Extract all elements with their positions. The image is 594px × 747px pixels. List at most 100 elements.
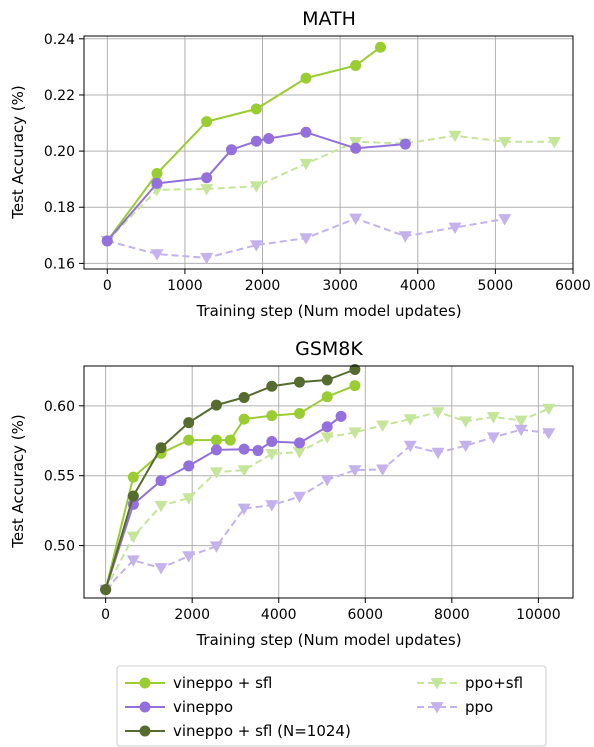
gsm8k-data-point [237, 465, 251, 477]
math-data-point [398, 231, 412, 243]
math-data-point [201, 116, 213, 128]
gsm8k-data-point [266, 435, 278, 447]
gsm8k-data-point [293, 491, 307, 504]
math-x-tick-label: 3000 [322, 278, 358, 294]
math-chart-title: MATH [302, 8, 356, 30]
math-series-group [100, 41, 561, 265]
gsm8k-data-point [349, 380, 361, 392]
gsm8k-data-point [459, 416, 473, 428]
math-x-tick-label: 4000 [400, 278, 436, 294]
math-data-point [498, 136, 512, 149]
math-series-vineppo [101, 126, 411, 247]
gsm8k-data-point [321, 374, 333, 386]
gsm8k-data-point [183, 460, 195, 472]
legend-label: vineppo + sfl [173, 674, 272, 692]
gsm8k-data-point [320, 432, 334, 444]
math-data-point [299, 158, 313, 171]
gsm8k-data-point [183, 417, 195, 429]
math-data-point [249, 240, 263, 252]
gsm8k-data-point [209, 467, 223, 479]
math-data-point [375, 41, 387, 53]
gsm8k-data-point [210, 444, 222, 456]
gsm8k-data-point [265, 449, 279, 461]
legend-marker [430, 702, 444, 714]
legend-entry-vineppo-sfl: vineppo + sfl [125, 674, 272, 692]
legend-marker [430, 678, 444, 690]
gsm8k-data-point [182, 551, 196, 563]
gsm8k-data-point [403, 414, 417, 426]
legend-items: vineppo + sfl vineppo vineppo + sfl (N=102… [125, 674, 523, 740]
gsm8k-data-point [238, 391, 250, 403]
math-y-axis-label: Test Accuracy (%) [9, 85, 27, 220]
math-plot-frame [83, 35, 574, 270]
math-data-point [200, 252, 214, 265]
math-x-tick-label: 1000 [167, 278, 203, 294]
math-y-tick-label: 0.16 [44, 256, 75, 272]
gsm8k-data-point [431, 407, 445, 419]
gsm8k-data-point [486, 432, 500, 444]
gsm8k-data-point [100, 584, 112, 596]
gsm8k-data-point [155, 442, 167, 454]
math-data-point [300, 126, 312, 138]
gsm8k-data-point [209, 541, 223, 553]
math-y-tick-label: 0.18 [44, 200, 75, 216]
gsm8k-data-point [294, 408, 306, 420]
math-data-point [201, 172, 213, 184]
gsm8k-data-point [459, 440, 473, 453]
gsm8k-data-point [126, 531, 140, 544]
math-x-tick-label: 5000 [478, 278, 514, 294]
math-data-point [350, 59, 362, 71]
gsm8k-data-point [293, 447, 307, 459]
gsm8k-data-point [210, 434, 222, 446]
math-ticks: 0 1000 2000 3000 4000 5000 6000 0.16 0.18 0.20 0.2… [44, 32, 591, 294]
legend-label: ppo+sfl [465, 674, 523, 692]
math-x-tick-label: 0 [103, 278, 112, 294]
gsm8k-y-tick-label: 0.50 [44, 539, 75, 555]
gsm8k-y-tick-label: 0.55 [44, 469, 75, 485]
gsm8k-data-point [238, 443, 250, 455]
gsm8k-data-point [542, 403, 556, 416]
legend-entry-ppo-sfl: ppo+sfl [417, 674, 523, 692]
math-data-point [249, 181, 263, 193]
math-data-point [151, 177, 163, 189]
gsm8k-y-axis-label: Test Accuracy (%) [9, 414, 27, 549]
gsm8k-data-point [348, 427, 362, 439]
legend-entry-ppo: ppo [417, 698, 493, 716]
gsm8k-chart-title: GSM8K [295, 338, 363, 360]
gsm8k-data-point [431, 447, 445, 460]
math-data-point [349, 213, 363, 225]
math-data-point [151, 168, 163, 180]
legend-label: vineppo + sfl (N=1024) [173, 722, 351, 740]
gsm8k-data-point [126, 555, 140, 567]
gsm8k-data-point [154, 563, 168, 575]
math-y-tick-label: 0.20 [44, 144, 75, 160]
gsm8k-data-point [348, 465, 362, 477]
math-data-point [448, 222, 462, 234]
gsm8k-series-vineppo-sfl-1024 [100, 363, 361, 596]
math-gridlines [84, 36, 574, 269]
gsm8k-series-group [99, 363, 556, 597]
gsm8k-data-point [376, 464, 390, 476]
gsm8k-x-tick-label: 4000 [261, 607, 297, 623]
gsm8k-x-tick-label: 0 [101, 607, 110, 623]
gsm8k-x-tick-label: 6000 [347, 607, 383, 623]
gsm8k-data-point [514, 415, 528, 428]
math-data-point [399, 138, 411, 150]
gsm8k-data-point [266, 410, 278, 422]
gsm8k-chart: GSM8K Training step (Num model updates) … [9, 338, 574, 649]
gsm8k-series-ppo-sfl [99, 403, 556, 597]
legend: vineppo + sfl vineppo vineppo + sfl (N=102… [116, 665, 547, 747]
gsm8k-data-point [321, 421, 333, 433]
math-y-tick-label: 0.22 [44, 88, 75, 104]
gsm8k-data-point [237, 503, 251, 516]
math-data-point [300, 72, 312, 84]
math-data-point [200, 184, 214, 196]
legend-marker [139, 677, 151, 689]
math-data-point [350, 142, 362, 154]
legend-marker [139, 701, 151, 713]
gsm8k-data-point [127, 490, 139, 502]
gsm8k-data-point [210, 399, 222, 411]
gsm8k-gridlines [84, 366, 573, 598]
gsm8k-series-line [104, 368, 356, 590]
